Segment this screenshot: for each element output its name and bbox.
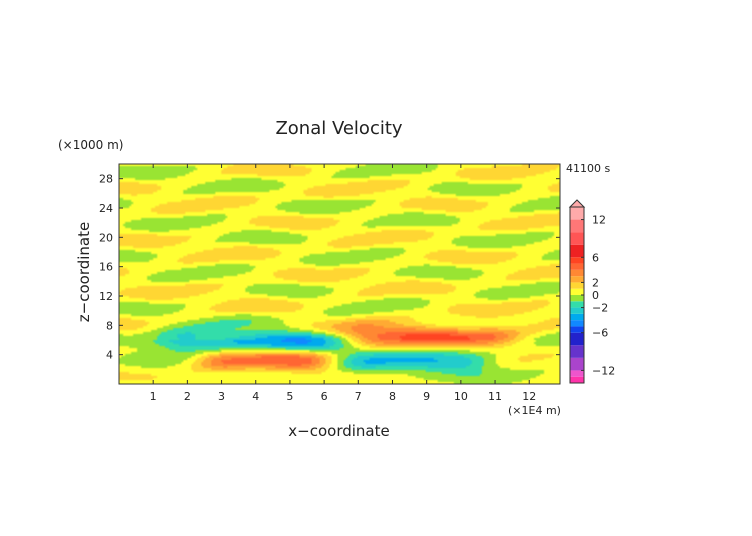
velocity-field-image: [119, 164, 560, 384]
colorbar-tick-label: −6: [592, 327, 608, 340]
colorbar-bin: [570, 282, 584, 289]
colorbar-bin: [570, 276, 584, 283]
y-tick-label: 12: [99, 290, 113, 303]
colorbar-bin: [570, 207, 584, 220]
colorbar-bin: [570, 313, 584, 321]
y-axis-ticks: 4 8 12 16 20 24 28: [99, 173, 560, 362]
x-tick-label: 4: [252, 390, 259, 403]
x-tick-label: 8: [389, 390, 396, 403]
colorbar-bin: [570, 244, 584, 258]
colorbar-tick-label: −2: [592, 302, 608, 315]
y-tick-label: 24: [99, 202, 113, 215]
colorbar-bin: [570, 301, 584, 308]
colorbar-bin: [570, 307, 584, 314]
x-tick-label: 9: [423, 390, 430, 403]
y-unit-label: (×1000 m): [58, 138, 123, 152]
x-tick-label: 11: [488, 390, 502, 403]
y-axis-label: z−coordinate: [75, 222, 93, 322]
plot-frame: [118, 163, 561, 385]
y-tick-label: 28: [99, 173, 113, 186]
x-tick-label: 2: [184, 390, 191, 403]
colorbar: 12 6 20−2 −6 −12: [568, 199, 615, 384]
time-label: 41100 s: [566, 162, 610, 175]
x-tick-label: 3: [218, 390, 225, 403]
x-unit-label: (×1E4 m): [508, 404, 561, 417]
colorbar-bin: [570, 219, 584, 233]
colorbar-tick-label: 2: [592, 276, 599, 289]
colorbar-bin: [570, 332, 584, 346]
colorbar-bin: [570, 295, 584, 302]
x-tick-label: 12: [522, 390, 536, 403]
chart-title: Zonal Velocity: [275, 118, 402, 139]
colorbar-bin: [570, 320, 584, 327]
colorbar-bin: [570, 345, 584, 358]
x-tick-label: 5: [286, 390, 293, 403]
colorbar-bin: [570, 263, 584, 270]
x-tick-label: 6: [321, 390, 328, 403]
colorbar-extend-arrow: [568, 199, 586, 208]
colorbar-tick-label: 0: [592, 289, 599, 302]
x-axis-ticks: 1 2 3 4 5 6 7 8 9 10 11 12: [150, 164, 536, 403]
colorbar-bin: [570, 357, 584, 371]
colorbar-bin: [570, 257, 584, 264]
y-tick-label: 16: [99, 261, 113, 274]
x-tick-label: 10: [454, 390, 468, 403]
colorbar-bin: [570, 326, 584, 333]
colorbar-bin: [570, 376, 584, 383]
y-tick-label: 4: [106, 349, 113, 362]
colorbar-bin: [570, 288, 584, 295]
colorbar-tick-label: 12: [592, 214, 606, 227]
x-tick-label: 7: [355, 390, 362, 403]
x-axis-label: x−coordinate: [288, 422, 389, 440]
x-tick-label: 1: [150, 390, 157, 403]
colorbar-bin: [570, 269, 584, 277]
colorbar-bin: [570, 370, 584, 377]
colorbar-tick-label: −12: [592, 364, 615, 377]
colorbar-tick-label: 6: [592, 251, 599, 264]
plot-area: [118, 163, 561, 385]
colorbar-bin: [570, 232, 584, 245]
y-tick-label: 8: [106, 319, 113, 332]
y-tick-label: 20: [99, 231, 113, 244]
